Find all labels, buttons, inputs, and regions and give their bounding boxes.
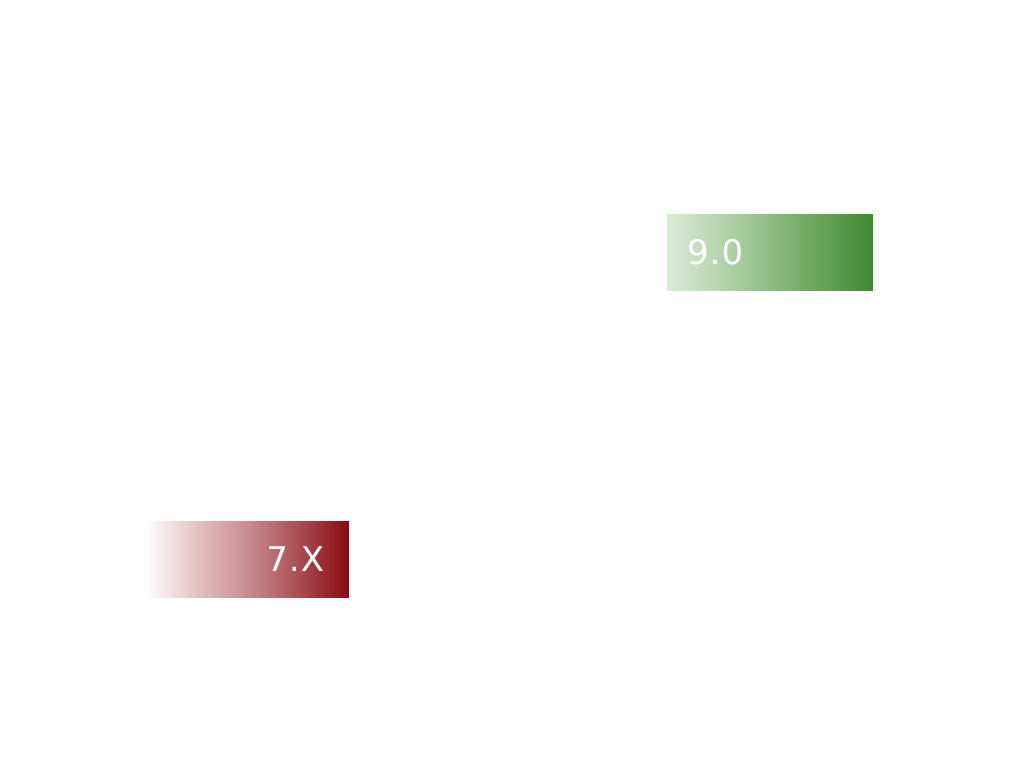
version-label-9-0: 9.0 — [687, 232, 745, 273]
version-box-green: 9.0 — [667, 214, 873, 291]
version-label-7-x: 7.X — [266, 539, 325, 580]
version-box-red: 7.X — [145, 521, 349, 598]
